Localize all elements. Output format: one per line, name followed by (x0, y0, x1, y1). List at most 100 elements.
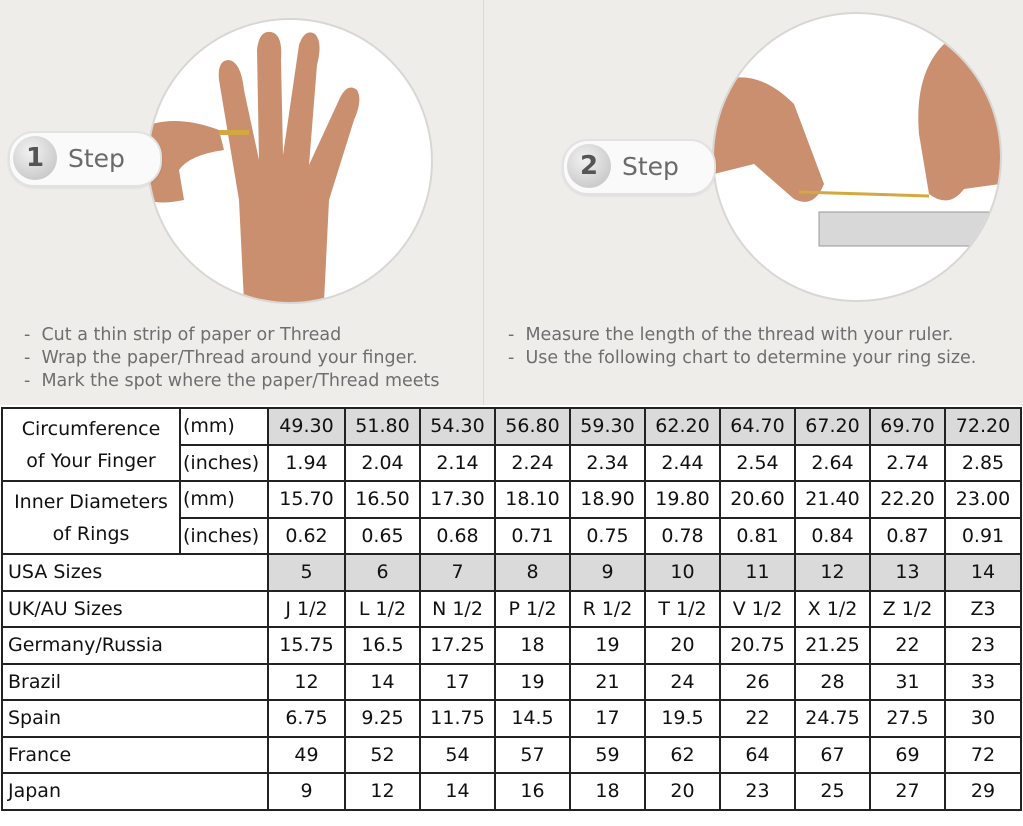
circumference-inches-row: (inches) 1.94 2.04 2.14 2.24 2.34 2.44 2.54 2.64… (2, 443, 1022, 482)
value-cell: 54.30 (419, 407, 496, 446)
value-cell: 11.75 (419, 699, 496, 738)
hand-with-ring-photo (147, 18, 433, 304)
value-cell: R 1/2 (569, 589, 646, 628)
value-cell: 54 (419, 735, 496, 774)
label-line: of Rings (52, 522, 130, 545)
instruction-item: Mark the spot where the paper/Thread mee… (24, 370, 439, 393)
value-cell: 20.60 (719, 480, 796, 519)
value-cell: 67 (794, 735, 871, 774)
size-row: Germany/Russia 15.75 16.5 17.25 18 19 20 20.75 2… (1, 626, 1022, 665)
value-cell: 21.25 (794, 626, 871, 665)
value-cell: 2.24 (494, 443, 571, 482)
value-cell: 69 (869, 735, 946, 774)
value-cell: 49 (267, 735, 346, 774)
value-cell: 22 (869, 626, 946, 665)
value-cell: 0.84 (794, 516, 871, 555)
value-cell: 2.34 (569, 443, 646, 482)
value-cell: 20 (644, 772, 721, 811)
step-number: 2 (567, 144, 611, 188)
instruction-item: Wrap the paper/Thread around your finger… (24, 347, 440, 370)
value-cell: 0.78 (644, 516, 721, 555)
circumference-mm-row: Circumference of Your Finger (mm) 49.30 51.8… (1, 407, 1022, 482)
size-row: Spain 6.75 9.25 11.75 14.5 17 19.5 22 24.75 27.5 3… (1, 699, 1022, 738)
value-cell: 2.85 (944, 443, 1022, 482)
value-cell: 23 (944, 626, 1022, 665)
value-cell: X 1/2 (794, 589, 871, 628)
value-cell: 69.70 (869, 407, 946, 446)
row-label: Brazil (1, 662, 269, 701)
value-cell: 19 (494, 662, 571, 701)
value-cell: 0.62 (267, 516, 346, 555)
value-cell: 9.25 (344, 699, 421, 738)
thread-on-ruler-photo (712, 12, 1002, 302)
value-cell: 0.71 (494, 516, 571, 555)
value-cell: 8 (494, 553, 571, 592)
value-cell: 0.75 (569, 516, 646, 555)
label-line: Inner Diameters (14, 490, 168, 513)
step-2-badge: 2 Step (562, 139, 716, 195)
value-cell: 64 (719, 735, 796, 774)
value-cell: 56.80 (494, 407, 571, 446)
value-cell: 21.40 (794, 480, 871, 519)
value-cell: 18.10 (494, 480, 571, 519)
value-cell: 62.20 (644, 407, 721, 446)
value-cell: 20.75 (719, 626, 796, 665)
unit-label: (mm) (179, 480, 269, 519)
value-cell: T 1/2 (644, 589, 721, 628)
value-cell: 13 (869, 553, 946, 592)
value-cell: 0.65 (344, 516, 421, 555)
value-cell: 9 (569, 553, 646, 592)
value-cell: 16 (494, 772, 571, 811)
size-row: France 49 52 54 57 59 62 64 67 69 72 (1, 735, 1022, 774)
value-cell: 72.20 (944, 407, 1022, 446)
value-cell: 30 (944, 699, 1022, 738)
value-cell: 16.50 (344, 480, 421, 519)
value-cell: 6.75 (267, 699, 346, 738)
value-cell: Z 1/2 (869, 589, 946, 628)
step-1-badge: 1 Step (8, 131, 162, 187)
step-label: Step (68, 144, 125, 173)
value-cell: 14 (419, 772, 496, 811)
value-cell: 57 (494, 735, 571, 774)
inner-diameter-mm-row: Inner Diameters of Rings (mm) 15.70 16.50 17.… (1, 480, 1022, 555)
value-cell: 21 (569, 662, 646, 701)
value-cell: 14 (344, 662, 421, 701)
value-cell: 20 (644, 626, 721, 665)
value-cell: 2.64 (794, 443, 871, 482)
inner-diameter-label: Inner Diameters of Rings (1, 480, 181, 555)
value-cell: 27.5 (869, 699, 946, 738)
value-cell: 51.80 (344, 407, 421, 446)
value-cell: 29 (944, 772, 1022, 811)
value-cell: 2.44 (644, 443, 721, 482)
size-row: Japan 9 12 14 16 18 20 23 25 27 29 (1, 772, 1022, 811)
value-cell: 17 (569, 699, 646, 738)
step-1-instructions: Cut a thin strip of paper or Thread Wrap… (24, 324, 440, 393)
row-label: France (1, 735, 269, 774)
value-cell: 10 (644, 553, 721, 592)
value-cell: 64.70 (719, 407, 796, 446)
value-cell: 24.75 (794, 699, 871, 738)
value-cell: 17.25 (419, 626, 496, 665)
label-line: Circumference (21, 417, 161, 440)
value-cell: P 1/2 (494, 589, 571, 628)
value-cell: V 1/2 (719, 589, 796, 628)
value-cell: 19.5 (644, 699, 721, 738)
value-cell: 19.80 (644, 480, 721, 519)
ring-size-table: Circumference of Your Finger (mm) 49.30 51.8… (1, 407, 1022, 811)
value-cell: 9 (267, 772, 346, 811)
value-cell: 22 (719, 699, 796, 738)
value-cell: Z3 (944, 589, 1022, 628)
value-cell: 22.20 (869, 480, 946, 519)
value-cell: 15.70 (267, 480, 346, 519)
value-cell: 14 (944, 553, 1022, 592)
row-label: Japan (1, 772, 269, 811)
instruction-item: Measure the length of the thread with yo… (508, 324, 976, 347)
step-label: Step (622, 152, 679, 181)
panel-divider (483, 0, 484, 405)
value-cell: 23.00 (944, 480, 1022, 519)
unit-label: (inches) (179, 516, 269, 555)
value-cell: 31 (869, 662, 946, 701)
row-label: Germany/Russia (1, 626, 269, 665)
value-cell: 25 (794, 772, 871, 811)
size-row: UK/AU Sizes J 1/2 L 1/2 N 1/2 P 1/2 R 1/2 T 1/… (1, 589, 1022, 628)
